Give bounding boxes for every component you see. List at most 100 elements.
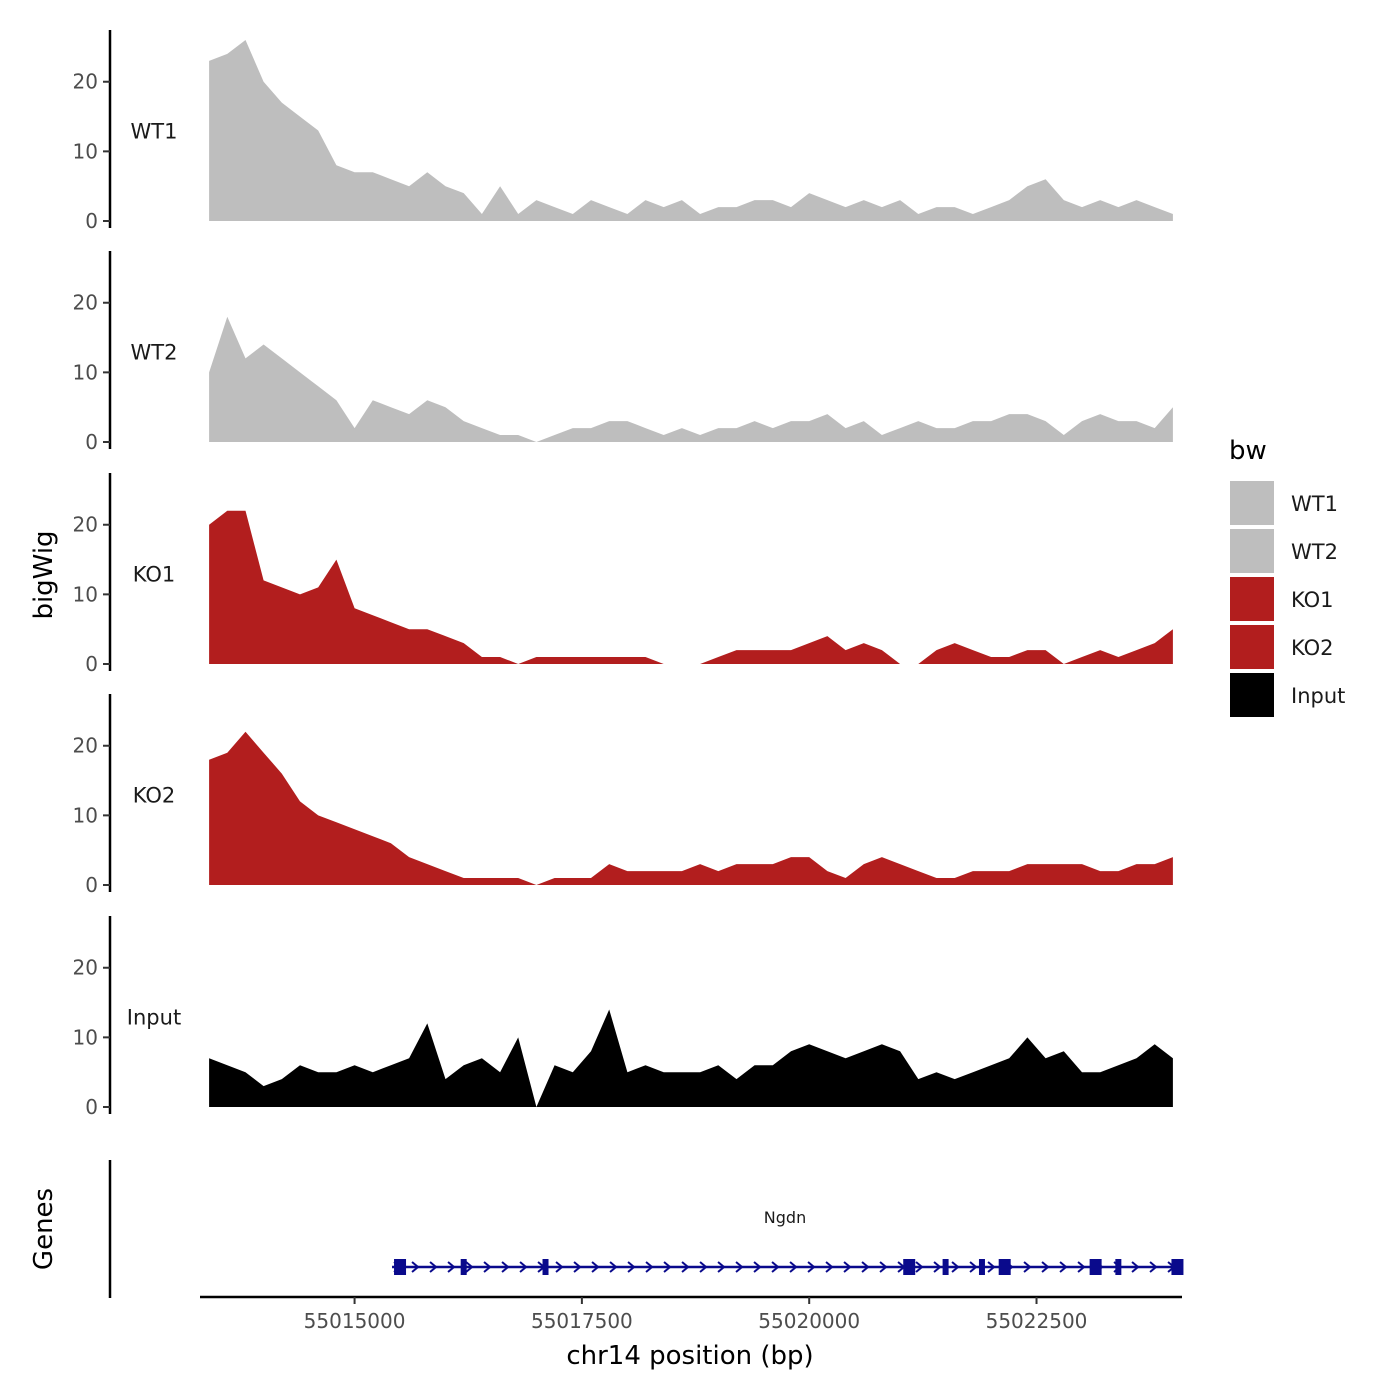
- y-tick-label: 0: [85, 209, 98, 233]
- track-ko1: 0 10 20 KO1: [73, 473, 1173, 676]
- strand-arrow: [1149, 1261, 1158, 1273]
- track-label: KO1: [133, 562, 176, 586]
- strand-arrow: [1023, 1261, 1032, 1273]
- y-tick-label: 10: [73, 139, 98, 163]
- y-tick-label: 0: [85, 873, 98, 897]
- legend-title: bw: [1229, 436, 1267, 466]
- legend: bw WT1 WT2 KO1 KO2 Input: [1228, 436, 1345, 719]
- area-wt2: [209, 316, 1173, 442]
- strand-arrow: [717, 1261, 726, 1273]
- strand-arrow: [573, 1261, 582, 1273]
- strand-arrow: [735, 1261, 744, 1273]
- y-tick-label: 0: [85, 430, 98, 454]
- legend-key-ko1: [1228, 575, 1276, 623]
- area-ko1: [209, 510, 1173, 664]
- strand-arrow: [933, 1261, 942, 1273]
- genes-axis-title: Genes: [29, 1188, 59, 1270]
- strand-arrow: [447, 1261, 456, 1273]
- y-tick-label: 10: [73, 1025, 98, 1049]
- strand-arrow: [483, 1261, 492, 1273]
- strand-arrow: [825, 1261, 834, 1273]
- track-label: WT1: [131, 119, 178, 143]
- strand-arrow: [951, 1261, 960, 1273]
- track-label: Input: [127, 1005, 181, 1029]
- strand-arrow: [1077, 1261, 1086, 1273]
- track-ko2: 0 10 20 KO2: [73, 694, 1173, 897]
- x-tick-label: 55017500: [531, 1309, 633, 1333]
- y-tick-label: 20: [73, 291, 98, 315]
- strand-arrow: [771, 1261, 780, 1273]
- strand-arrow: [807, 1261, 816, 1273]
- strand-arrow: [789, 1261, 798, 1273]
- legend-key-wt2: [1228, 527, 1276, 575]
- x-axis-title: chr14 position (bp): [566, 1341, 813, 1371]
- y-axis-title: bigWig: [29, 530, 59, 619]
- gene-exon: [998, 1259, 1011, 1275]
- track-label: WT2: [131, 340, 178, 364]
- legend-label-ko2: KO2: [1291, 636, 1334, 660]
- gene-exon: [1115, 1259, 1122, 1275]
- strand-arrow: [555, 1261, 564, 1273]
- tracks: 0 10 20 WT1 0 10 20 WT2 0 10 20 KO1 0 10 20 KO2 0 10 20 Inp…: [73, 30, 1173, 1119]
- y-tick-label: 20: [73, 956, 98, 980]
- area-ko2: [209, 731, 1173, 885]
- legend-label-wt2: WT2: [1291, 540, 1338, 564]
- gene-exon: [942, 1259, 949, 1275]
- strand-arrow: [465, 1261, 474, 1273]
- strand-arrow: [915, 1261, 924, 1273]
- y-tick-label: 20: [73, 70, 98, 94]
- track-wt2: 0 10 20 WT2: [73, 251, 1173, 454]
- y-tick-label: 10: [73, 360, 98, 384]
- y-tick-label: 10: [73, 803, 98, 827]
- strand-arrow: [753, 1261, 762, 1273]
- y-tick-label: 0: [85, 652, 98, 676]
- x-tick-label: 55020000: [758, 1309, 860, 1333]
- legend-key-wt1: [1228, 479, 1276, 527]
- y-tick-label: 0: [85, 1095, 98, 1119]
- strand-arrow: [663, 1261, 672, 1273]
- strand-arrow: [519, 1261, 528, 1273]
- strand-arrow: [879, 1261, 888, 1273]
- strand-arrow: [1059, 1261, 1068, 1273]
- strand-arrow: [861, 1261, 870, 1273]
- genes-panel: Ngdn: [108, 1160, 1184, 1298]
- gene-exon: [1171, 1259, 1184, 1275]
- strand-arrow: [969, 1261, 978, 1273]
- gene-exon: [394, 1259, 407, 1275]
- legend-label-input: Input: [1291, 684, 1345, 708]
- strand-arrow: [627, 1261, 636, 1273]
- track-input: 0 10 20 Input: [73, 916, 1173, 1119]
- x-tick-label: 55015000: [304, 1309, 406, 1333]
- strand-arrow: [411, 1261, 420, 1273]
- gene-exon: [460, 1259, 467, 1275]
- strand-arrow: [1131, 1261, 1140, 1273]
- strand-arrow: [429, 1261, 438, 1273]
- strand-arrow: [501, 1261, 510, 1273]
- x-tick-label: 55022500: [986, 1309, 1088, 1333]
- legend-key-input: [1228, 671, 1276, 719]
- y-tick-label: 20: [73, 513, 98, 537]
- track-wt1: 0 10 20 WT1: [73, 30, 1173, 233]
- strand-arrow: [843, 1261, 852, 1273]
- area-input: [209, 1009, 1173, 1107]
- strand-arrow: [609, 1261, 618, 1273]
- gene-exon: [542, 1259, 549, 1275]
- x-axis: 55015000 55017500 55020000 55022500: [200, 1295, 1182, 1333]
- strand-arrow: [1041, 1261, 1050, 1273]
- gene-label: Ngdn: [764, 1208, 806, 1227]
- gene-exon: [1089, 1259, 1102, 1275]
- legend-key-ko2: [1228, 623, 1276, 671]
- strand-arrow: [681, 1261, 690, 1273]
- y-tick-label: 10: [73, 582, 98, 606]
- strand-arrow: [591, 1261, 600, 1273]
- gene-exon: [903, 1259, 916, 1275]
- strand-arrow: [645, 1261, 654, 1273]
- area-wt1: [209, 40, 1173, 221]
- gene-exon: [978, 1259, 985, 1275]
- y-tick-label: 20: [73, 734, 98, 758]
- strand-arrow: [987, 1261, 996, 1273]
- legend-label-wt1: WT1: [1291, 492, 1338, 516]
- legend-label-ko1: KO1: [1291, 588, 1334, 612]
- track-label: KO2: [133, 783, 176, 807]
